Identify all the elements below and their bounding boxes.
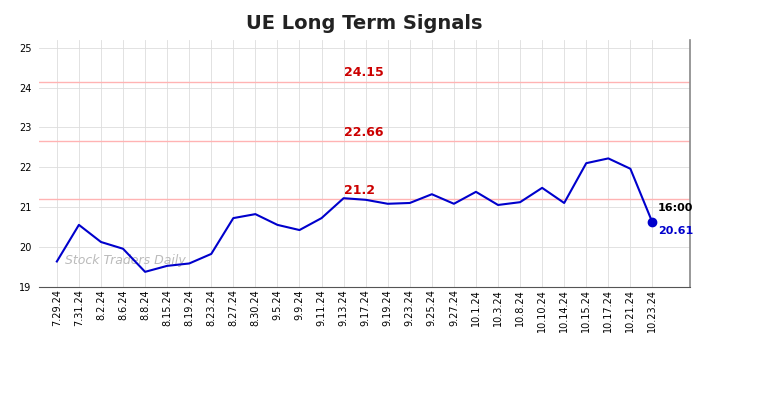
Text: Stock Traders Daily: Stock Traders Daily — [65, 254, 186, 267]
Text: 20.61: 20.61 — [658, 226, 693, 236]
Title: UE Long Term Signals: UE Long Term Signals — [246, 14, 483, 33]
Text: 24.15: 24.15 — [343, 66, 383, 79]
Text: 21.2: 21.2 — [343, 183, 375, 197]
Text: 22.66: 22.66 — [343, 125, 383, 139]
Text: 16:00: 16:00 — [658, 203, 693, 213]
